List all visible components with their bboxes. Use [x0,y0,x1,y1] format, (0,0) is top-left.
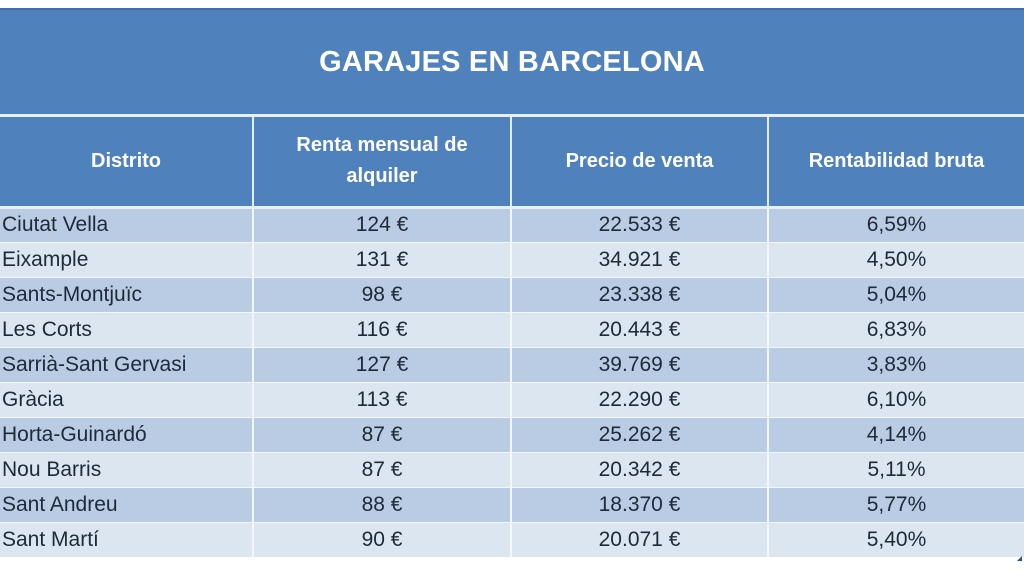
table-row: Sant Martí 90 € 20.071 € 5,40% [0,521,1024,557]
cell-renta: 127 € [252,346,511,382]
cell-precio: 25.262 € [510,416,768,452]
column-header-precio: Precio de venta [510,117,768,207]
table-row: Sants-Montjuïc 98 € 23.338 € 5,04% [0,276,1024,312]
garajes-table: GARAJES EN BARCELONA Distrito Renta mens… [0,8,1024,557]
cell-precio: 34.921 € [510,241,768,277]
table-row: Sarrià-Sant Gervasi 127 € 39.769 € 3,83% [0,346,1024,382]
cell-precio: 20.443 € [510,311,768,347]
cell-distrito: Les Corts [0,311,253,347]
cell-distrito: Eixample [0,241,253,277]
cell-distrito: Nou Barris [0,451,253,487]
cell-distrito: Sarrià-Sant Gervasi [0,346,253,382]
column-header-rentabilidad: Rentabilidad bruta [767,117,1024,207]
cell-precio: 23.338 € [510,276,768,312]
cell-precio: 20.071 € [510,521,768,557]
cell-distrito: Sant Andreu [0,486,253,522]
cell-renta: 124 € [252,206,511,242]
cell-rentabilidad: 6,10% [767,381,1024,417]
cell-rentabilidad: 4,50% [767,241,1024,277]
table-row: Ciutat Vella 124 € 22.533 € 6,59% [0,206,1024,242]
cell-renta: 131 € [252,241,511,277]
table-row: Eixample 131 € 34.921 € 4,50% [0,241,1024,277]
cell-rentabilidad: 5,77% [767,486,1024,522]
cell-distrito: Sant Martí [0,521,253,557]
cell-precio: 22.533 € [510,206,768,242]
cell-precio: 18.370 € [510,486,768,522]
cell-rentabilidad: 5,11% [767,451,1024,487]
cell-rentabilidad: 4,14% [767,416,1024,452]
cell-distrito: Ciutat Vella [0,206,253,242]
column-header-renta: Renta mensual de alquiler [252,117,511,207]
data-table: Distrito Renta mensual de alquiler Preci… [0,117,1024,557]
cell-renta: 116 € [252,311,511,347]
cell-precio: 39.769 € [510,346,768,382]
cell-renta: 98 € [252,276,511,312]
cell-rentabilidad: 6,83% [767,311,1024,347]
table-row: Gràcia 113 € 22.290 € 6,10% [0,381,1024,417]
column-header-distrito: Distrito [0,117,253,207]
cell-distrito: Gràcia [0,381,253,417]
table-row: Nou Barris 87 € 20.342 € 5,11% [0,451,1024,487]
cell-renta: 90 € [252,521,511,557]
cell-rentabilidad: 5,40% [767,521,1024,557]
cell-precio: 20.342 € [510,451,768,487]
header-row: Distrito Renta mensual de alquiler Preci… [0,117,1024,207]
cell-rentabilidad: 5,04% [767,276,1024,312]
table-row: Horta-Guinardó 87 € 25.262 € 4,14% [0,416,1024,452]
table-title: GARAJES EN BARCELONA [0,8,1024,114]
cell-distrito: Horta-Guinardó [0,416,253,452]
title-separator [0,114,1024,117]
cell-renta: 88 € [252,486,511,522]
cell-renta: 87 € [252,416,511,452]
cell-renta: 113 € [252,381,511,417]
cell-rentabilidad: 3,83% [767,346,1024,382]
cell-precio: 22.290 € [510,381,768,417]
table-row: Sant Andreu 88 € 18.370 € 5,77% [0,486,1024,522]
table-row: Les Corts 116 € 20.443 € 6,83% [0,311,1024,347]
cell-renta: 87 € [252,451,511,487]
resize-handle-icon [1017,556,1022,561]
cell-distrito: Sants-Montjuïc [0,276,253,312]
cell-rentabilidad: 6,59% [767,206,1024,242]
